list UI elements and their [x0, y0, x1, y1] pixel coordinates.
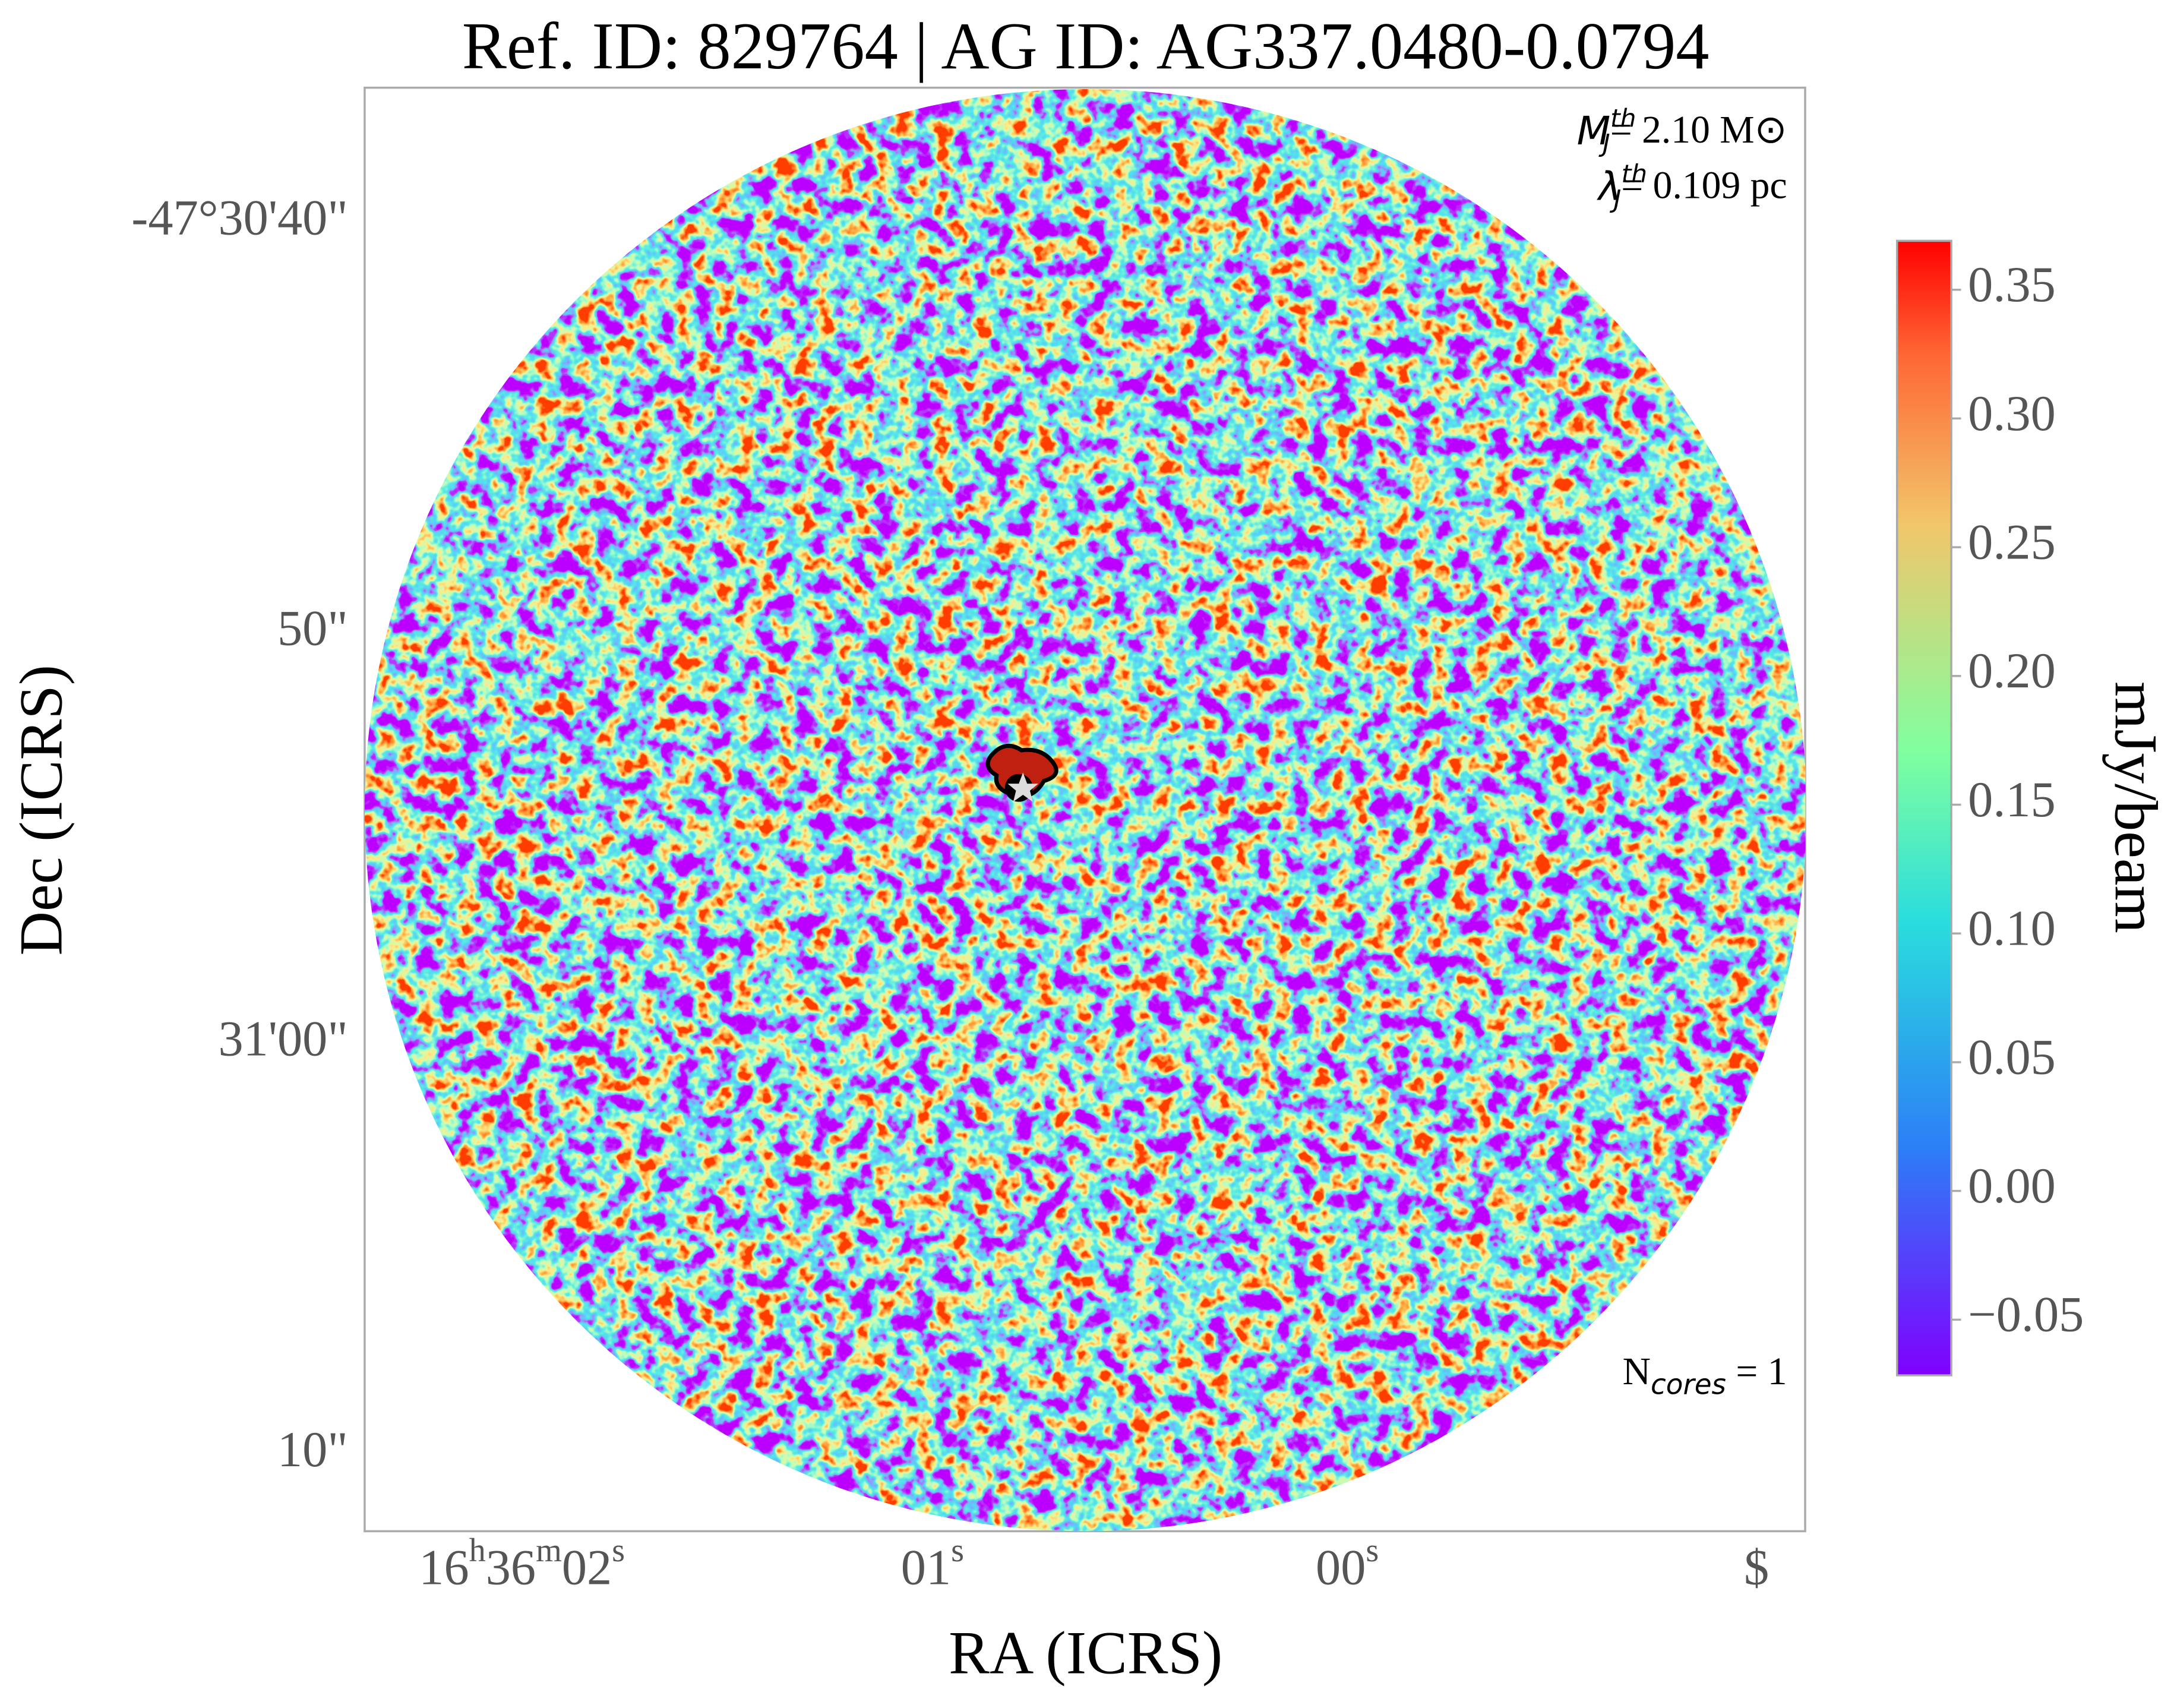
colorbar-tick-label: 0.35	[1968, 257, 2056, 312]
colorbar-tick-label: −0.05	[1968, 1287, 2084, 1343]
annotation-text: = 2.10 M⊙	[1610, 109, 1787, 151]
colorbar-tick-label: 0.15	[1968, 772, 2056, 828]
y-tick-label: -47°30'40"	[131, 190, 347, 245]
annotation-base: λ	[1597, 165, 1622, 210]
annotation-text: = 0.109 pc	[1621, 165, 1787, 207]
colorbar-tick-label: 0.20	[1968, 643, 2056, 699]
colorbar-tick-label: 0.25	[1968, 514, 2056, 570]
x-axis-label: RA (ICRS)	[949, 1619, 1222, 1687]
x-tick-label: 01s	[901, 1532, 964, 1596]
annotation-base: M	[1577, 109, 1611, 154]
colorbar-tick-label: 0.30	[1968, 386, 2056, 441]
intensity-map	[364, 89, 1806, 1532]
colorbar-tick-label: 0.00	[1968, 1158, 2056, 1214]
annotation: Mth J= 2.10 M⊙	[1577, 103, 1787, 157]
colorbar-tick-label: 0.10	[1968, 901, 2056, 956]
annotation-base: N	[1623, 1350, 1651, 1393]
annotation-text: = 1	[1726, 1350, 1787, 1393]
y-axis-label: Dec (ICRS)	[7, 665, 75, 956]
x-tick-label: 16h36m02s	[419, 1532, 625, 1596]
annotation: Ncores = 1	[1623, 1350, 1787, 1401]
y-tick-label: 31'00"	[218, 1012, 347, 1067]
colorbar	[1895, 239, 1952, 1376]
annotation-sup: th	[1622, 159, 1647, 188]
central-source	[985, 744, 1058, 802]
x-tick-label: $	[1744, 1540, 1769, 1596]
chart-title: Ref. ID: 829764 | AG ID: AG337.0480-0.07…	[462, 10, 1710, 83]
y-tick-label: 50"	[277, 601, 348, 656]
annotation: λth J= 0.109 pc	[1597, 159, 1787, 213]
y-tick-label: 10"	[277, 1422, 348, 1477]
x-tick-label: 00s	[1316, 1532, 1379, 1596]
annotation-sup: th	[1610, 103, 1636, 132]
colorbar-tick-label: 0.05	[1968, 1030, 2056, 1085]
annotation-sub: cores	[1651, 1369, 1726, 1401]
colorbar-label: mJy/beam	[2102, 681, 2169, 933]
